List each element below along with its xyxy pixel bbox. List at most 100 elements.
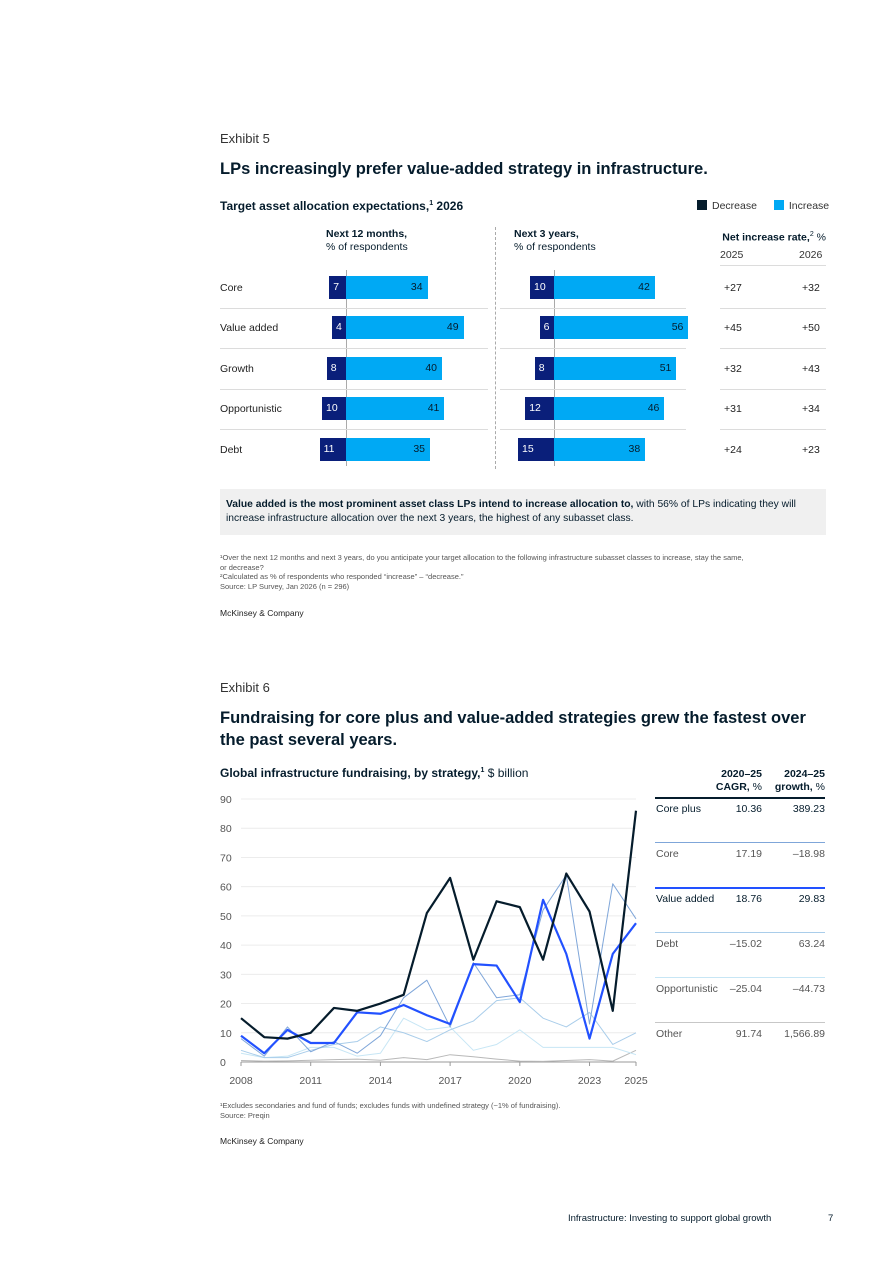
col-net-rate-header: Net increase rate,2 % — [722, 231, 826, 244]
row-separator — [220, 308, 488, 309]
rate-2026: +23 — [802, 444, 820, 456]
bar-3y-decrease: 8 — [534, 357, 554, 380]
rate-2025: +45 — [724, 322, 742, 334]
fundraising-line-chart: 0 10 20 30 40 50 60 70 80 90 2008 2011 2014 2017 2020 2… — [220, 794, 648, 1087]
exhibit5-legend: Decrease Increase — [697, 200, 829, 212]
y-tick-label: 20 — [220, 999, 232, 1011]
bar-12m-increase: 34 — [346, 276, 428, 299]
rate-header-rule — [720, 265, 826, 266]
year-2025-header: 2025 — [720, 249, 744, 261]
table-header-cagr: 2020–25 CAGR, % — [715, 768, 762, 793]
row-separator — [500, 348, 686, 349]
rate-2026: +43 — [802, 363, 820, 375]
bar-3y-decrease: 6 — [539, 316, 554, 339]
x-tick-label: 2017 — [438, 1075, 462, 1087]
legend-decrease: Decrease — [697, 200, 757, 212]
exhibit5-subtitle: Target asset allocation expectations,1 2… — [220, 199, 464, 213]
exhibit6-footnotes: ¹Excludes secondaries and fund of funds;… — [220, 1101, 561, 1120]
x-tick-label: 2008 — [229, 1075, 253, 1087]
exhibit6-title: Fundraising for core plus and value-adde… — [220, 709, 806, 749]
exhibit5-brand: McKinsey & Company — [220, 608, 304, 618]
exhibit5-label: Exhibit 5 — [220, 131, 270, 146]
legend-increase-swatch — [773, 200, 784, 210]
bar-12m-decrease: 8 — [326, 357, 346, 380]
row-separator — [720, 429, 826, 430]
bar-12m-decrease: 7 — [329, 276, 346, 299]
bar-12m-decrease: 11 — [319, 438, 346, 461]
exhibit6-label: Exhibit 6 — [220, 680, 270, 695]
row-separator — [720, 389, 826, 390]
rate-2025: +31 — [724, 403, 742, 415]
rate-2026: +32 — [802, 282, 820, 294]
legend-increase: Increase — [773, 200, 829, 212]
bar-3y-increase: 46 — [554, 397, 665, 420]
table-cell-cagr: 10.36 — [735, 803, 762, 815]
table-cell-label: Core plus — [656, 803, 701, 815]
row-label: Opportunistic — [220, 403, 282, 415]
table-cell-cagr: 17.19 — [735, 848, 762, 860]
table-row-rule — [655, 797, 825, 799]
row-separator — [220, 429, 488, 430]
col-12-months-header: Next 12 months, % of respondents — [326, 228, 408, 253]
bar-3y-increase: 42 — [554, 276, 655, 299]
bar-3y-increase: 38 — [554, 438, 646, 461]
rate-2026: +34 — [802, 403, 820, 415]
y-tick-label: 90 — [220, 794, 232, 806]
bar-12m-decrease: 10 — [322, 397, 346, 420]
col-3-years-header: Next 3 years, % of respondents — [514, 228, 596, 253]
y-tick-label: 80 — [220, 823, 232, 835]
rate-2025: +32 — [724, 363, 742, 375]
bar-12m-increase: 35 — [346, 438, 430, 461]
rate-2025: +24 — [724, 444, 742, 456]
page-footer-title: Infrastructure: Investing to support glo… — [568, 1213, 772, 1224]
rate-2025: +27 — [724, 282, 742, 294]
table-cell-label: Value added — [656, 893, 715, 905]
rate-2026: +50 — [802, 322, 820, 334]
table-cell-growth: –44.73 — [792, 983, 825, 995]
series-line-debt — [240, 997, 637, 1059]
row-separator — [720, 308, 826, 309]
exhibit5-callout: Value added is the most prominent asset … — [220, 489, 826, 535]
page-number: 7 — [828, 1213, 834, 1224]
row-separator — [220, 348, 488, 349]
table-row-rule — [655, 1022, 825, 1023]
table-cell-label: Other — [656, 1028, 683, 1040]
x-tick-label: 2011 — [299, 1075, 322, 1087]
year-2026-header: 2026 — [799, 249, 823, 261]
row-separator — [500, 308, 686, 309]
table-cell-cagr: 91.74 — [735, 1028, 762, 1040]
y-tick-label: 60 — [220, 882, 232, 894]
row-label: Value added — [220, 322, 279, 334]
y-tick-label: 10 — [220, 1028, 232, 1040]
exhibit6-subtitle: Global infrastructure fundraising, by st… — [220, 766, 529, 780]
x-tick-label: 2023 — [578, 1075, 602, 1087]
row-separator — [500, 389, 686, 390]
row-separator — [720, 348, 826, 349]
table-cell-label: Debt — [656, 938, 679, 950]
y-tick-label: 0 — [220, 1057, 226, 1069]
x-tick-label: 2025 — [624, 1075, 648, 1087]
y-tick-label: 40 — [220, 940, 232, 952]
table-header-growth: 2024–25 growth, % — [774, 768, 825, 793]
bar-3y-decrease: 10 — [530, 276, 554, 299]
table-row-rule — [655, 932, 825, 933]
table-cell-growth: 29.83 — [798, 893, 825, 905]
bar-12m-increase: 40 — [346, 357, 442, 380]
row-separator — [500, 429, 686, 430]
table-cell-growth: 389.23 — [792, 803, 825, 815]
table-cell-growth: 63.24 — [798, 938, 825, 950]
table-cell-growth: 1,566.89 — [784, 1028, 825, 1040]
series-line-opportunistic — [240, 1017, 637, 1059]
table-row-rule — [655, 842, 825, 843]
bar-12m-decrease: 4 — [332, 316, 346, 339]
table-cell-label: Opportunistic — [656, 983, 718, 995]
bar-3y-increase: 51 — [554, 357, 677, 380]
y-tick-label: 70 — [220, 852, 232, 864]
column-divider — [495, 227, 496, 469]
y-tick-label: 30 — [220, 969, 232, 981]
series-line-other — [240, 1049, 637, 1062]
exhibit5-title: LPs increasingly prefer value-added stra… — [220, 160, 708, 178]
series-line-core-plus — [240, 810, 638, 1040]
table-cell-label: Core — [656, 848, 679, 860]
table-row-rule — [655, 977, 825, 978]
